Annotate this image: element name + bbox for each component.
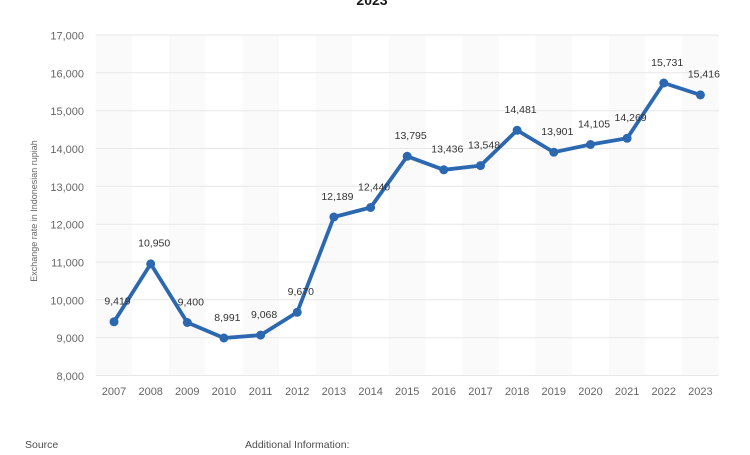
svg-text:2023: 2023	[688, 386, 712, 398]
svg-text:12,440: 12,440	[358, 181, 390, 193]
svg-text:13,436: 13,436	[431, 144, 463, 156]
svg-text:10,950: 10,950	[138, 238, 170, 250]
svg-text:Additional Information:: Additional Information:	[245, 439, 349, 450]
svg-text:16,000: 16,000	[50, 68, 84, 80]
svg-text:2013: 2013	[322, 386, 346, 398]
svg-text:Source: Source	[25, 439, 58, 450]
svg-text:9,419: 9,419	[104, 296, 130, 308]
svg-text:14,105: 14,105	[578, 118, 610, 130]
svg-text:2020: 2020	[578, 386, 602, 398]
svg-text:2022: 2022	[652, 386, 676, 398]
svg-text:2009: 2009	[175, 386, 199, 398]
svg-text:11,000: 11,000	[51, 258, 84, 270]
svg-text:14,481: 14,481	[505, 104, 537, 116]
svg-text:2012: 2012	[285, 386, 309, 398]
svg-text:12,189: 12,189	[321, 191, 353, 203]
svg-text:9,000: 9,000	[56, 333, 84, 345]
svg-text:2023: 2023	[356, 0, 387, 8]
svg-text:15,416: 15,416	[688, 69, 720, 81]
svg-text:8,000: 8,000	[56, 371, 84, 383]
svg-text:15,731: 15,731	[651, 57, 683, 69]
svg-text:14,000: 14,000	[50, 144, 84, 156]
svg-text:2011: 2011	[249, 386, 273, 398]
svg-text:2018: 2018	[505, 386, 529, 398]
svg-text:9,670: 9,670	[288, 286, 314, 298]
svg-text:13,795: 13,795	[395, 130, 427, 142]
svg-text:8,991: 8,991	[214, 312, 240, 324]
svg-text:2016: 2016	[432, 386, 456, 398]
svg-text:10,000: 10,000	[50, 295, 84, 307]
svg-text:2017: 2017	[468, 386, 492, 398]
svg-text:9,068: 9,068	[251, 309, 277, 321]
svg-text:14,269: 14,269	[615, 112, 647, 124]
svg-text:15,000: 15,000	[50, 106, 84, 118]
svg-text:9,400: 9,400	[178, 296, 204, 308]
svg-text:2021: 2021	[615, 386, 639, 398]
svg-text:2019: 2019	[542, 386, 566, 398]
svg-text:13,901: 13,901	[541, 126, 573, 138]
svg-text:13,000: 13,000	[50, 182, 84, 194]
svg-text:13,548: 13,548	[468, 139, 500, 151]
svg-text:2008: 2008	[138, 386, 162, 398]
svg-text:2010: 2010	[212, 386, 236, 398]
svg-text:2014: 2014	[358, 386, 382, 398]
svg-text:12,000: 12,000	[50, 220, 84, 232]
svg-text:17,000: 17,000	[50, 31, 84, 43]
svg-text:2015: 2015	[395, 386, 419, 398]
svg-text:2007: 2007	[102, 386, 126, 398]
svg-text:Exchange rate in Indonesian ru: Exchange rate in Indonesian rupiah	[29, 140, 39, 282]
